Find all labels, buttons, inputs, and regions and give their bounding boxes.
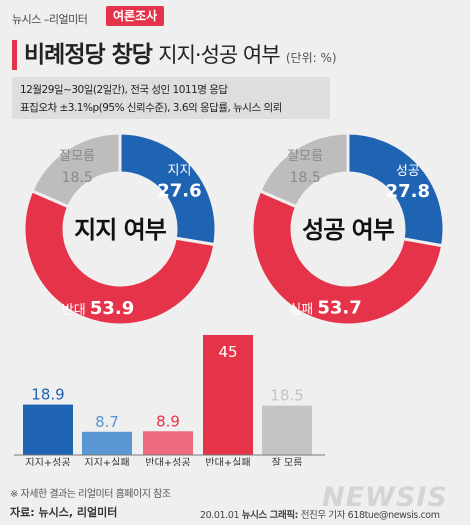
page-title: 비례정당 창당 지지·성공 여부 (단위: %) xyxy=(24,40,337,73)
donut-support-label-1: 반대 53.9 xyxy=(62,298,134,319)
graphic-credit: 20.01.01 뉴시스 그래픽: 전진우 기자 618tue@newsis.c… xyxy=(200,507,440,521)
donut-success-label-2: 잘모름 xyxy=(287,149,323,164)
donut-success-label-1: 실패 53.7 xyxy=(289,298,361,319)
bar-category-4: 잘 모름 xyxy=(272,457,303,466)
bar-2 xyxy=(143,431,193,455)
donut-success-value-0: 27.8 xyxy=(386,181,430,202)
bar-value-1: 8.7 xyxy=(95,413,119,431)
newsis-logo: NEWSIS xyxy=(322,482,448,513)
title-sub: 지지·성공 여부 xyxy=(158,43,280,67)
bar-value-2: 8.9 xyxy=(156,412,180,430)
bar-category-0: 지지+성공 xyxy=(25,457,70,466)
footnote: ※ 자세한 결과는 리얼미터 홈페이지 참조 xyxy=(10,489,171,500)
donut-success-value-2: 18.5 xyxy=(290,170,321,186)
support-donut-svg: 지지 27.6 반대 53.9 잘모름 18.5 지지 여부 xyxy=(22,131,218,327)
donut-support-value-0: 27.6 xyxy=(157,181,201,202)
donut-support-slice-0 xyxy=(118,131,218,247)
poll-tag: 여론조사 xyxy=(106,6,165,26)
title-main: 비례정당 창당 xyxy=(24,42,153,68)
credit-author: 전진우 기자 618tue@newsis.com xyxy=(300,510,440,521)
donut-support-label-0: 지지 xyxy=(168,164,192,179)
success-donut-chart: 성공 27.8 실패 53.7 잘모름 18.5 성공 여부 xyxy=(248,124,448,334)
donut-support-value-2: 18.5 xyxy=(62,170,93,186)
donut-support-center-label: 지지 여부 xyxy=(74,216,167,244)
combination-bar-svg: 18.9 지지+성공 8.7 지지+실패 8.9 반대+성공 45 반대+실패 18.5 잘 모름 xyxy=(14,335,325,469)
bar-value-3: 45 xyxy=(218,343,237,361)
title-accent-bar xyxy=(12,40,17,70)
donut-support-label-2: 잘모름 xyxy=(59,149,95,164)
bar-3 xyxy=(203,335,253,455)
bar-category-2: 반대+성공 xyxy=(145,457,190,466)
source-label: 뉴시스 –리얼미터 xyxy=(12,13,88,26)
bar-category-1: 지지+실패 xyxy=(84,457,129,466)
data-source: 자료: 뉴시스, 리얼미터 xyxy=(10,506,118,519)
success-donut-svg: 성공 27.8 실패 53.7 잘모름 18.5 성공 여부 xyxy=(250,131,446,327)
donut-success-center-label: 성공 여부 xyxy=(302,216,395,244)
bar-1 xyxy=(82,431,132,455)
unit-label: (단위: %) xyxy=(285,51,337,65)
donut-success-slice-2 xyxy=(257,131,350,209)
donut-support-slice-1 xyxy=(22,188,217,327)
bar-value-0: 18.9 xyxy=(31,386,64,404)
credit-date: 20.01.01 xyxy=(200,510,240,521)
donut-support-slice-2 xyxy=(29,131,122,209)
donut-success-slice-0 xyxy=(346,131,446,248)
survey-info-line-1: 12월29일~30일(2일간), 전국 성인 1011명 응답 xyxy=(20,84,228,96)
credit-graphics-label: 뉴시스 그래픽: xyxy=(241,510,299,521)
bar-category-3: 반대+실패 xyxy=(205,457,250,466)
support-donut-chart: 지지 27.6 반대 53.9 잘모름 18.5 지지 여부 xyxy=(20,124,220,334)
combination-bar-chart: 18.9 지지+성공 8.7 지지+실패 8.9 반대+성공 45 반대+실패 18.5 잘 모름 xyxy=(0,326,470,469)
bar-value-4: 18.5 xyxy=(270,387,303,405)
donut-success-slice-1 xyxy=(250,188,445,327)
survey-info-box: 12월29일~30일(2일간), 전국 성인 1011명 응답 표집오차 ±3.… xyxy=(12,77,330,119)
survey-info-line-2: 표집오차 ±3.1%p(95% 신뢰수준), 3.6의 응답률, 뉴시스 의뢰 xyxy=(20,102,282,114)
bar-0 xyxy=(23,404,73,455)
donut-success-label-0: 성공 xyxy=(396,164,420,179)
bar-4 xyxy=(262,405,312,455)
